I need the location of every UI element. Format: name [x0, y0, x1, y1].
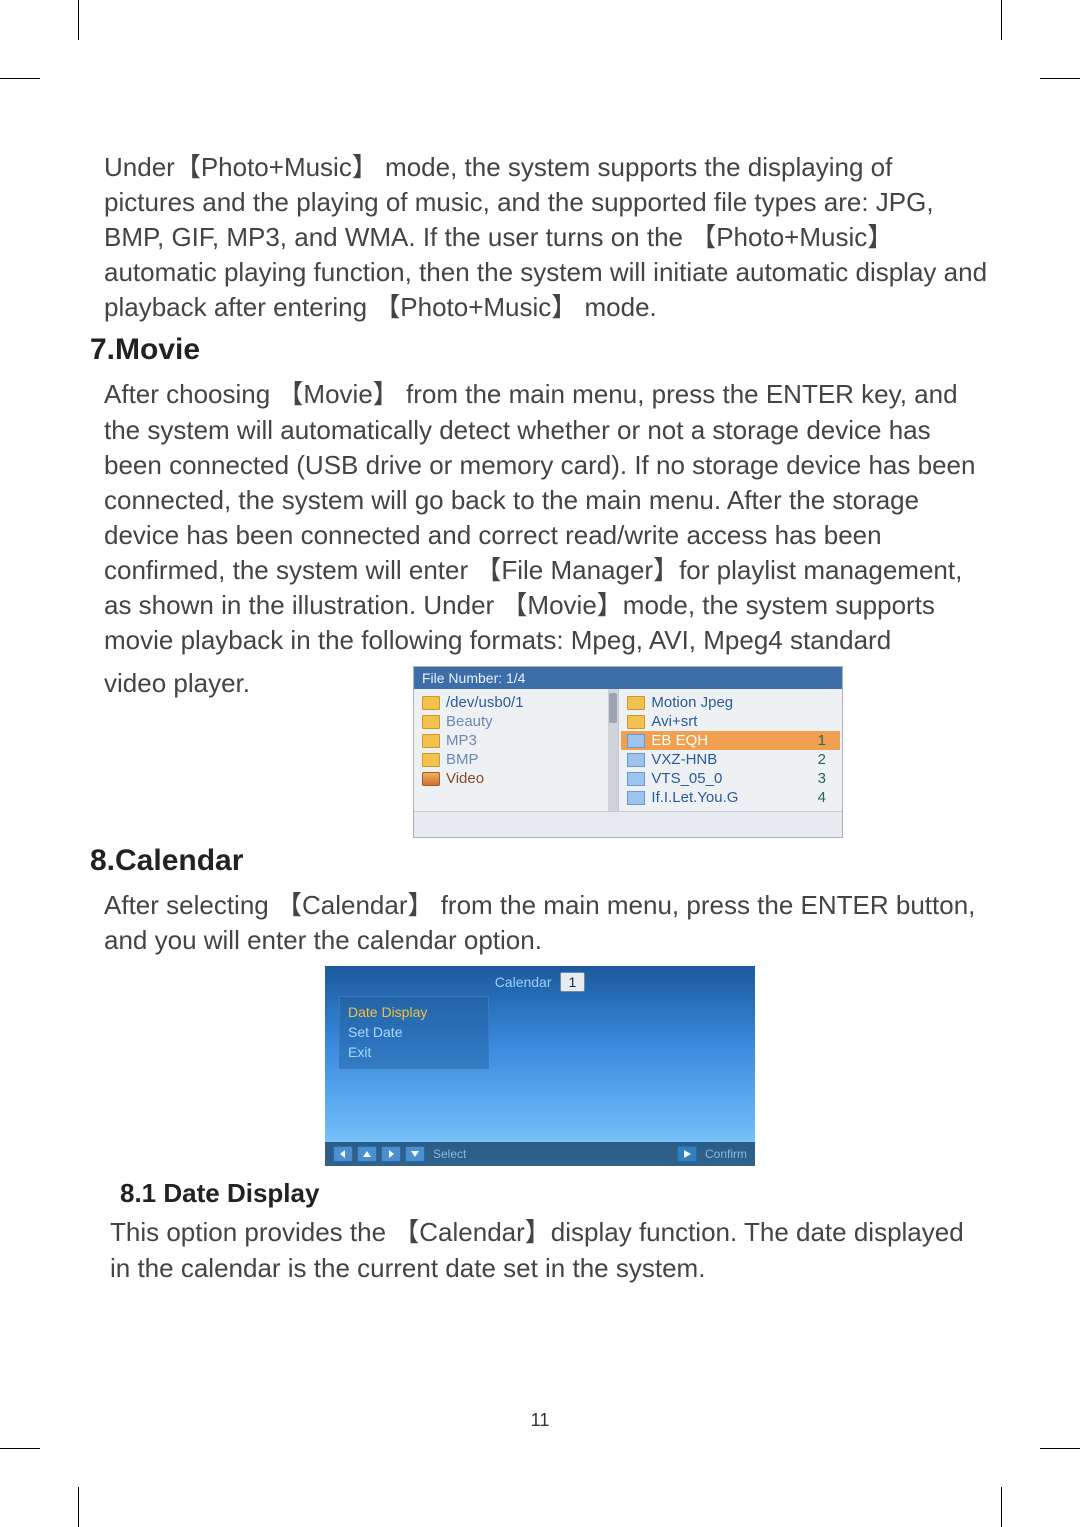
fm-item-label: /dev/usb0/1 — [446, 694, 524, 711]
crop-mark — [1001, 0, 1002, 40]
crop-mark — [1040, 1448, 1080, 1449]
fm-item-label: Motion Jpeg — [651, 694, 733, 711]
folder-icon — [422, 715, 440, 729]
fm-left-item: /dev/usb0/1 — [416, 693, 616, 712]
fm-item-number: 1 — [818, 732, 834, 749]
fm-item-number: 4 — [818, 789, 834, 806]
fm-left-item: MP3 — [416, 731, 616, 750]
folder-icon — [422, 696, 440, 710]
left-arrow-icon — [333, 1146, 353, 1162]
fm-item-label: EB EQH — [651, 732, 708, 749]
calendar-bottom-bar: Select Confirm — [325, 1142, 755, 1166]
up-arrow-icon — [357, 1146, 377, 1162]
confirm-label: Confirm — [705, 1147, 747, 1161]
fm-right-item: Motion Jpeg — [621, 693, 840, 712]
fm-left-item: Beauty — [416, 712, 616, 731]
select-label: Select — [433, 1147, 466, 1161]
fm-item-label: VXZ-HNB — [651, 751, 717, 768]
crop-mark — [78, 1487, 79, 1527]
crop-mark — [0, 1448, 40, 1449]
right-arrow-icon — [381, 1146, 401, 1162]
folder-icon — [627, 696, 645, 710]
crop-mark — [1040, 78, 1080, 79]
calendar-header: Calendar 1 — [325, 972, 755, 992]
fm-right-item: VXZ-HNB 2 — [621, 750, 840, 769]
calendar-panel: Date DisplaySet DateExit — [339, 996, 489, 1069]
movie-icon — [627, 791, 645, 805]
calendar-window: Calendar 1 Date DisplaySet DateExit Sele… — [325, 966, 755, 1166]
file-manager-footer — [414, 811, 842, 837]
fm-item-label: Avi+srt — [651, 713, 697, 730]
fm-right-item: If.I.Let.You.G 4 — [621, 788, 840, 807]
scrollbar-thumb — [609, 693, 617, 723]
date-display-heading: 8.1 Date Display — [120, 1178, 990, 1209]
movie-icon — [627, 753, 645, 767]
fm-left-item: BMP — [416, 750, 616, 769]
fm-left-item: Video — [416, 769, 616, 788]
page-number: 11 — [0, 1410, 1080, 1431]
crop-mark — [0, 78, 40, 79]
calendar-title: Calendar — [495, 974, 552, 990]
movie-paragraph: After choosing 【Movie】 from the main men… — [104, 377, 990, 658]
down-arrow-icon — [405, 1146, 425, 1162]
fm-item-label: BMP — [446, 751, 479, 768]
movie-row: video player. File Number: 1/4 /dev/usb0… — [90, 666, 990, 838]
folder-icon — [422, 753, 440, 767]
file-manager-left-pane: /dev/usb0/1 Beauty MP3 BMP Video — [414, 689, 619, 811]
video-player-label: video player. — [104, 666, 250, 701]
movie-heading: 7.Movie — [90, 333, 990, 367]
photo-music-paragraph: Under【Photo+Music】 mode, the system supp… — [104, 150, 990, 325]
fm-right-item: VTS_05_0 3 — [621, 769, 840, 788]
fm-right-item: EB EQH 1 — [621, 731, 840, 750]
calendar-badge: 1 — [560, 972, 586, 992]
fm-item-label: MP3 — [446, 732, 477, 749]
fm-item-label: Video — [446, 770, 484, 787]
movie-icon — [627, 734, 645, 748]
video-icon — [422, 772, 440, 786]
fm-right-item: Avi+srt — [621, 712, 840, 731]
date-display-paragraph: This option provides the 【Calendar】displ… — [110, 1215, 990, 1285]
file-manager-right-pane: Motion JpegAvi+srtEB EQH1VXZ-HNB2VTS_05_… — [619, 689, 842, 811]
crop-mark — [78, 0, 79, 40]
fm-item-label: VTS_05_0 — [651, 770, 722, 787]
fm-item-label: If.I.Let.You.G — [651, 789, 738, 806]
file-manager-screenshot: File Number: 1/4 /dev/usb0/1 Beauty MP3 BMP… — [266, 666, 990, 838]
calendar-screenshot: Calendar 1 Date DisplaySet DateExit Sele… — [90, 966, 990, 1166]
calendar-panel-item: Set Date — [348, 1023, 480, 1043]
folder-icon — [627, 715, 645, 729]
page-content: Under【Photo+Music】 mode, the system supp… — [90, 150, 990, 1294]
file-manager-header: File Number: 1/4 — [414, 667, 842, 689]
play-icon — [677, 1146, 697, 1162]
fm-item-number: 2 — [818, 751, 834, 768]
scrollbar — [608, 689, 618, 811]
crop-mark — [1001, 1487, 1002, 1527]
file-manager-body: /dev/usb0/1 Beauty MP3 BMP Video Motion Jpeg… — [414, 689, 842, 811]
file-manager-window: File Number: 1/4 /dev/usb0/1 Beauty MP3 BMP… — [413, 666, 843, 838]
calendar-panel-item: Exit — [348, 1043, 480, 1063]
calendar-paragraph: After selecting 【Calendar】 from the main… — [104, 888, 990, 958]
movie-icon — [627, 772, 645, 786]
calendar-heading: 8.Calendar — [90, 844, 990, 878]
calendar-panel-item: Date Display — [348, 1003, 480, 1023]
fm-item-number: 3 — [818, 770, 834, 787]
folder-icon — [422, 734, 440, 748]
fm-item-label: Beauty — [446, 713, 493, 730]
